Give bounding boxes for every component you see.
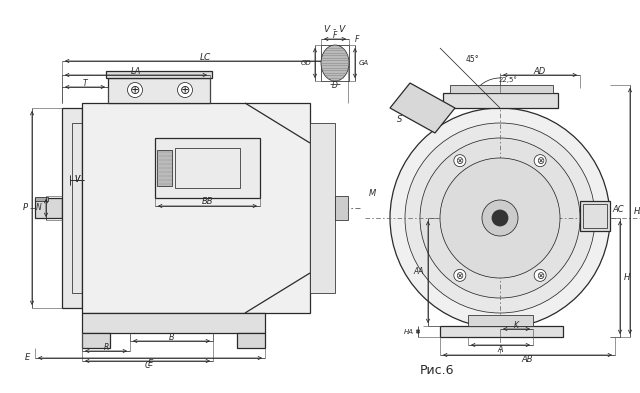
Bar: [468, 315, 533, 326]
Circle shape: [127, 83, 143, 97]
Text: F: F: [355, 35, 360, 44]
Circle shape: [440, 158, 560, 278]
Polygon shape: [390, 83, 455, 133]
Text: AC: AC: [612, 206, 623, 215]
Text: LA: LA: [131, 66, 141, 75]
Text: N: N: [36, 204, 42, 213]
Text: K: K: [514, 321, 519, 329]
Bar: [583, 204, 607, 228]
Text: H: H: [624, 273, 630, 282]
Text: B: B: [169, 332, 174, 342]
Bar: [237, 333, 265, 348]
Text: P: P: [23, 204, 28, 213]
Text: $\otimes$: $\otimes$: [455, 270, 465, 281]
Bar: [175, 148, 240, 188]
Text: вентол: вентол: [176, 189, 254, 208]
Text: GD: GD: [300, 60, 311, 66]
Bar: [335, 196, 348, 220]
Text: AB: AB: [522, 356, 533, 364]
Circle shape: [454, 269, 466, 281]
Text: V: V: [74, 176, 79, 184]
Text: 45°: 45°: [465, 55, 479, 64]
Circle shape: [454, 155, 466, 167]
Text: HA: HA: [404, 329, 414, 334]
Text: LC: LC: [200, 53, 211, 61]
Text: AD: AD: [534, 66, 546, 75]
Bar: [62, 108, 82, 308]
Text: C: C: [145, 362, 150, 371]
Circle shape: [405, 123, 595, 313]
Bar: [321, 45, 349, 81]
Bar: [310, 123, 335, 293]
Text: F: F: [333, 31, 337, 40]
Bar: [440, 326, 563, 337]
Text: A: A: [498, 345, 503, 354]
Bar: [443, 93, 558, 108]
Bar: [106, 71, 212, 78]
Text: V: V: [74, 176, 79, 184]
Text: HD: HD: [634, 206, 640, 215]
Circle shape: [420, 138, 580, 298]
Text: $\otimes$: $\otimes$: [536, 155, 545, 166]
Circle shape: [492, 210, 508, 226]
Text: $\otimes$: $\otimes$: [536, 270, 545, 281]
Bar: [580, 201, 610, 231]
Circle shape: [482, 200, 518, 236]
Text: S: S: [397, 116, 403, 125]
Bar: [35, 197, 48, 201]
Bar: [157, 150, 172, 186]
Bar: [82, 333, 110, 348]
Text: T: T: [83, 79, 87, 88]
Text: $\otimes$: $\otimes$: [455, 155, 465, 166]
Circle shape: [390, 108, 610, 328]
Bar: [72, 123, 82, 293]
Bar: [82, 313, 265, 333]
Text: $\oplus$: $\oplus$: [179, 83, 191, 97]
Text: BB: BB: [202, 198, 213, 206]
Circle shape: [534, 269, 546, 281]
Text: 22,5°: 22,5°: [499, 77, 517, 83]
Text: E: E: [25, 353, 30, 362]
Ellipse shape: [321, 45, 349, 81]
Text: $\oplus$: $\oplus$: [129, 83, 141, 97]
Circle shape: [177, 83, 193, 97]
Bar: [82, 103, 310, 313]
Text: AA: AA: [413, 268, 424, 277]
Bar: [108, 78, 210, 103]
Text: D: D: [332, 81, 338, 90]
Text: E: E: [147, 358, 152, 367]
Circle shape: [534, 155, 546, 167]
Text: R: R: [104, 343, 109, 351]
Bar: [35, 198, 62, 218]
Text: V - V: V - V: [324, 26, 346, 35]
Text: GA: GA: [359, 60, 369, 66]
Text: Рис.6: Рис.6: [420, 364, 454, 378]
Bar: [155, 138, 260, 198]
Bar: [450, 85, 553, 93]
Text: M: M: [369, 189, 376, 198]
